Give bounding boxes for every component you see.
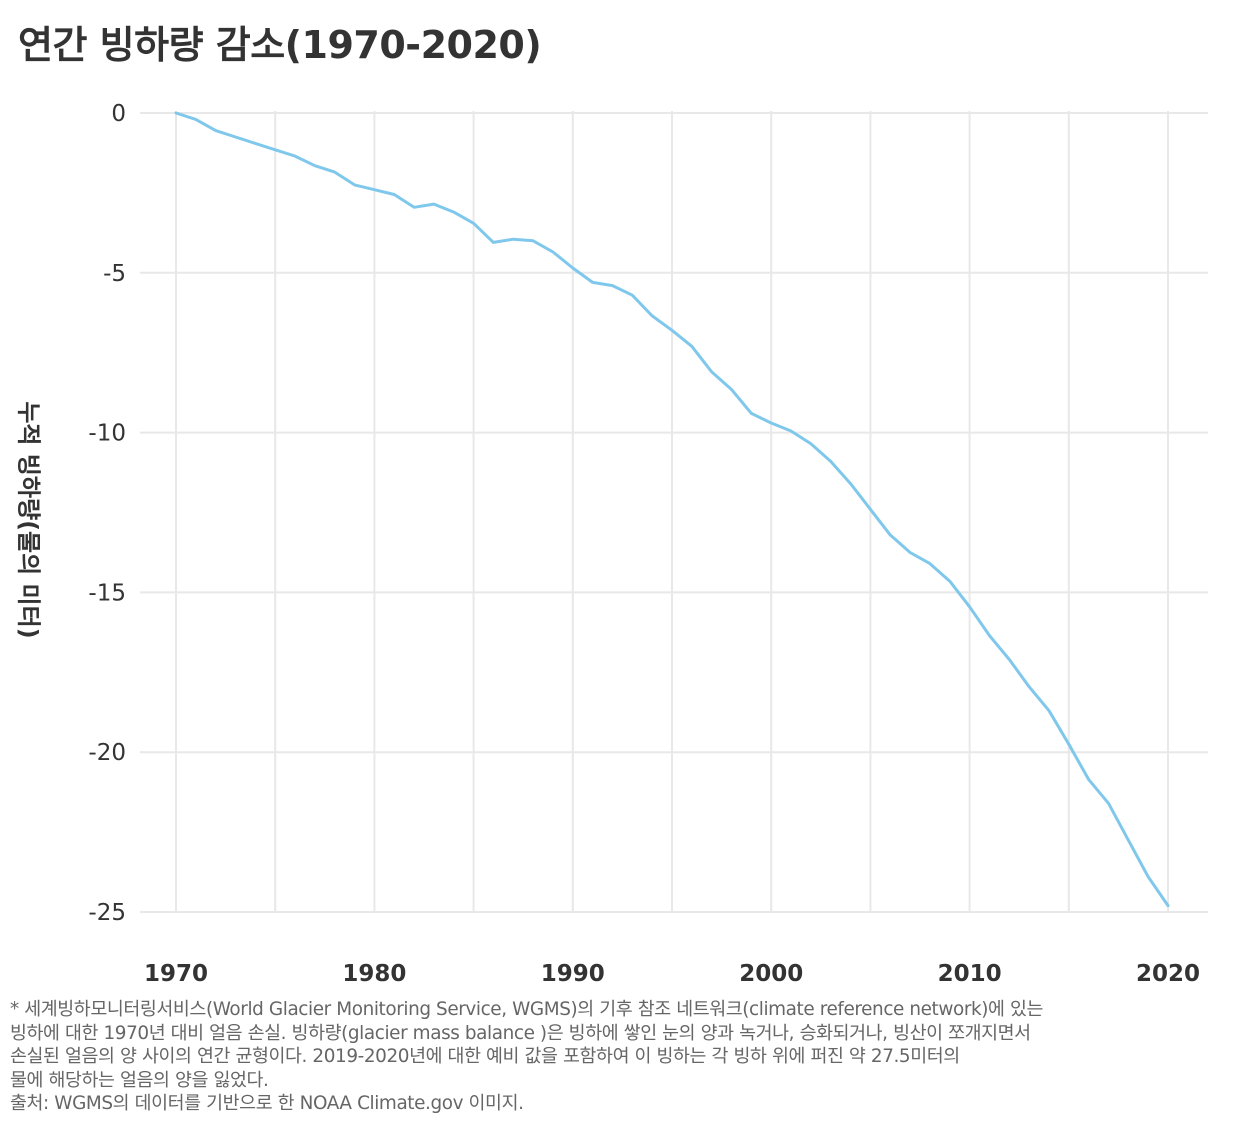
footnote-line: 빙하에 대한 1970년 대비 얼음 손실. 빙하량(glacier mass … (10, 1022, 1031, 1044)
x-axis-ticks: 1970 1980 1990 2000 2010 2020 (144, 961, 1200, 987)
horizontal-gridlines (140, 112, 1208, 913)
vertical-gridlines (175, 111, 1169, 912)
x-tick-label: 1990 (541, 961, 605, 987)
x-tick-label: 2020 (1136, 961, 1200, 987)
y-tick-label: -25 (88, 900, 126, 926)
chart-title: 연간 빙하량 감소(1970-2020) (18, 23, 542, 67)
y-axis-ticks: 0 -5 -10 -15 -20 -25 (88, 101, 126, 926)
line-chart: 0 -5 -10 -15 -20 -25 1970 1980 1990 2000 2010 2020 (88, 101, 1208, 987)
y-tick-label: -20 (88, 740, 126, 766)
footnote-line: 출처: WGMS의 데이터를 기반으로 한 NOAA Climate.gov 이… (10, 1093, 524, 1115)
footnote-line: 손실된 얼음의 양 사이의 연간 균형이다. 2019-2020년에 대한 예비… (10, 1046, 960, 1068)
x-tick-label: 2000 (739, 961, 803, 987)
y-axis-label: 누적 빙하량(물의 미터) (14, 401, 43, 639)
y-tick-label: -5 (103, 261, 126, 287)
x-tick-label: 1980 (342, 961, 406, 987)
series-line (174, 111, 1170, 908)
footnote-line: * 세계빙하모니터링서비스(World Glacier Monitoring S… (10, 999, 1044, 1020)
footnote: * 세계빙하모니터링서비스(World Glacier Monitoring S… (10, 998, 1232, 1116)
series-group (174, 111, 1170, 908)
x-tick-label: 2010 (938, 961, 1002, 987)
y-tick-label: -15 (88, 580, 126, 606)
footnote-line: 물에 해당하는 얼음의 양을 잃었다. (10, 1069, 269, 1091)
x-tick-label: 1970 (144, 961, 208, 987)
y-tick-label: -10 (88, 421, 126, 447)
y-tick-label: 0 (111, 101, 126, 127)
